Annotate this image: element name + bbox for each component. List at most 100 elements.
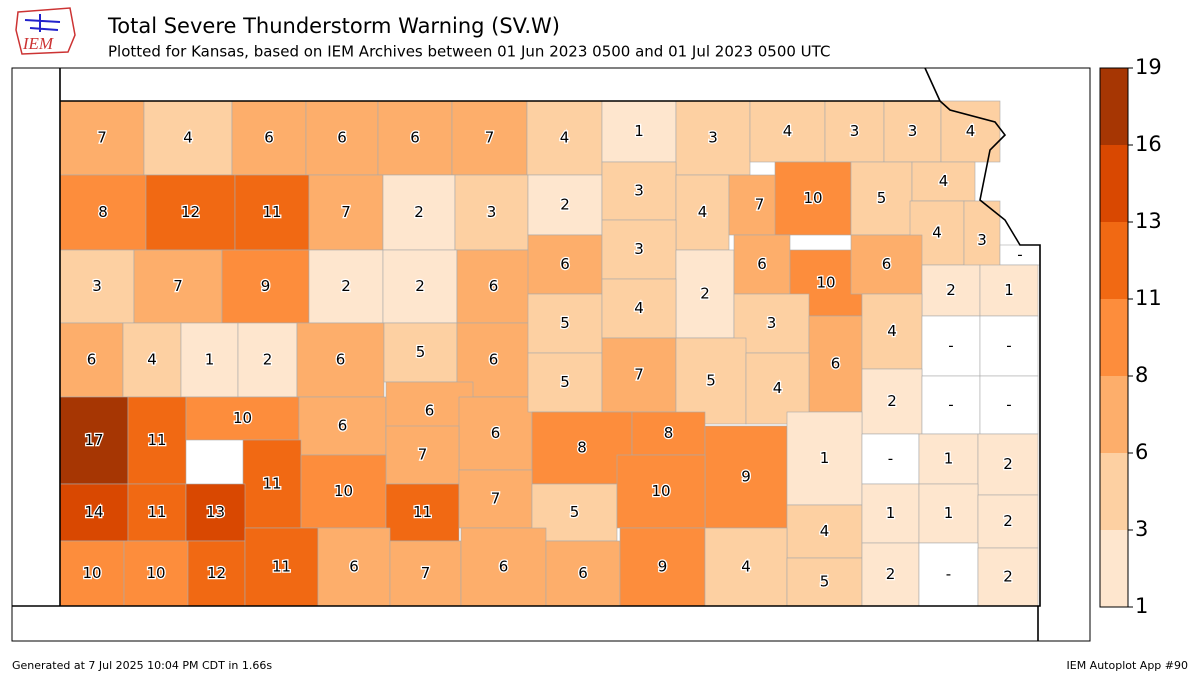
county-label: 3 [977,231,987,249]
county-label: 4 [147,351,157,369]
county-label: 13 [206,503,225,521]
county-label: 5 [416,343,426,361]
county-label: - [948,337,953,355]
county [382,249,458,324]
county-label: 6 [882,255,892,273]
county-label: 10 [146,564,165,582]
county [143,100,233,176]
county-label: 11 [147,431,166,449]
county-label: 8 [98,203,108,221]
county-label: 4 [560,129,570,147]
county [59,396,129,485]
county [237,322,298,398]
county [918,483,979,544]
county-label: 10 [803,189,822,207]
county-label: - [1006,337,1011,355]
footer-right: IEM Autoplot App #90 [1067,659,1189,672]
county [979,375,1039,435]
county [619,527,706,607]
county [824,100,885,163]
colorbar-bin [1100,376,1128,453]
county-label: 3 [92,277,102,295]
colorbar-tick-label: 19 [1135,55,1162,79]
logo-icon [24,14,61,32]
county-label: 5 [560,373,570,391]
colorbar-bin [1100,145,1128,222]
county-label: 3 [908,122,918,140]
county-label: 1 [820,449,830,467]
county-label: 11 [262,203,281,221]
county-label: 6 [336,351,346,369]
county [127,483,187,542]
county [601,100,677,163]
county-label: 12 [181,203,200,221]
county-label: - [888,450,893,468]
county-label: 6 [757,255,767,273]
county [127,396,187,485]
county-label: 7 [491,490,501,508]
county [451,100,528,176]
county-label: 6 [410,129,420,147]
colorbar-tick-label: 1 [1135,594,1148,618]
county [145,174,236,251]
county [918,433,979,485]
county-label: 6 [87,351,97,369]
colorbar-tick-label: 8 [1135,363,1148,387]
county [382,174,456,251]
county-label: 10 [651,482,670,500]
county-label: 1 [205,351,215,369]
county [601,337,677,413]
county-label: 6 [489,351,499,369]
county-label: - [946,565,951,583]
colorbar-bin [1100,530,1128,607]
county-label: 9 [658,558,668,576]
county-label: 3 [634,182,644,200]
county-label: 3 [634,240,644,258]
county-label: 5 [877,189,887,207]
county-label: 2 [886,565,896,583]
county [704,425,788,529]
county [458,396,533,471]
county-label: 1 [944,450,954,468]
county-label: 7 [634,366,644,384]
county-label: 2 [1003,512,1013,530]
county [234,174,310,251]
county [616,454,706,529]
county-label: 3 [850,122,860,140]
county-label: 5 [820,573,830,591]
county [231,100,307,176]
county-label: 7 [421,564,431,582]
county-label: 17 [84,431,103,449]
counties: 7 4 6 6 6 7 4 1 3 4 3 3 48 12 11 7 2 3 234 7 10 544 3-3 7 9 2 2 663… [59,100,1041,607]
county [59,174,147,251]
county-label: 7 [755,196,765,214]
county [675,100,751,176]
map-frame [11,67,1091,642]
county-label: 4 [634,299,644,317]
county-label: 14 [84,503,103,521]
county [308,174,384,251]
county [977,433,1039,496]
county [601,219,677,280]
county-label: 6 [489,277,499,295]
county [675,337,747,425]
county-label: 2 [700,285,710,303]
county [133,249,223,324]
colorbar-bin [1100,68,1128,145]
county [456,249,531,324]
county [733,293,810,354]
county-label: 9 [741,468,751,486]
county [850,234,923,295]
county-label: 2 [887,392,897,410]
county [305,100,379,176]
county-label: 4 [932,224,942,242]
county [454,174,529,251]
county-label: 7 [418,446,428,464]
county [59,249,135,324]
county-label: 4 [820,522,830,540]
county [59,322,124,398]
county [704,527,788,607]
county-label: 4 [783,122,793,140]
